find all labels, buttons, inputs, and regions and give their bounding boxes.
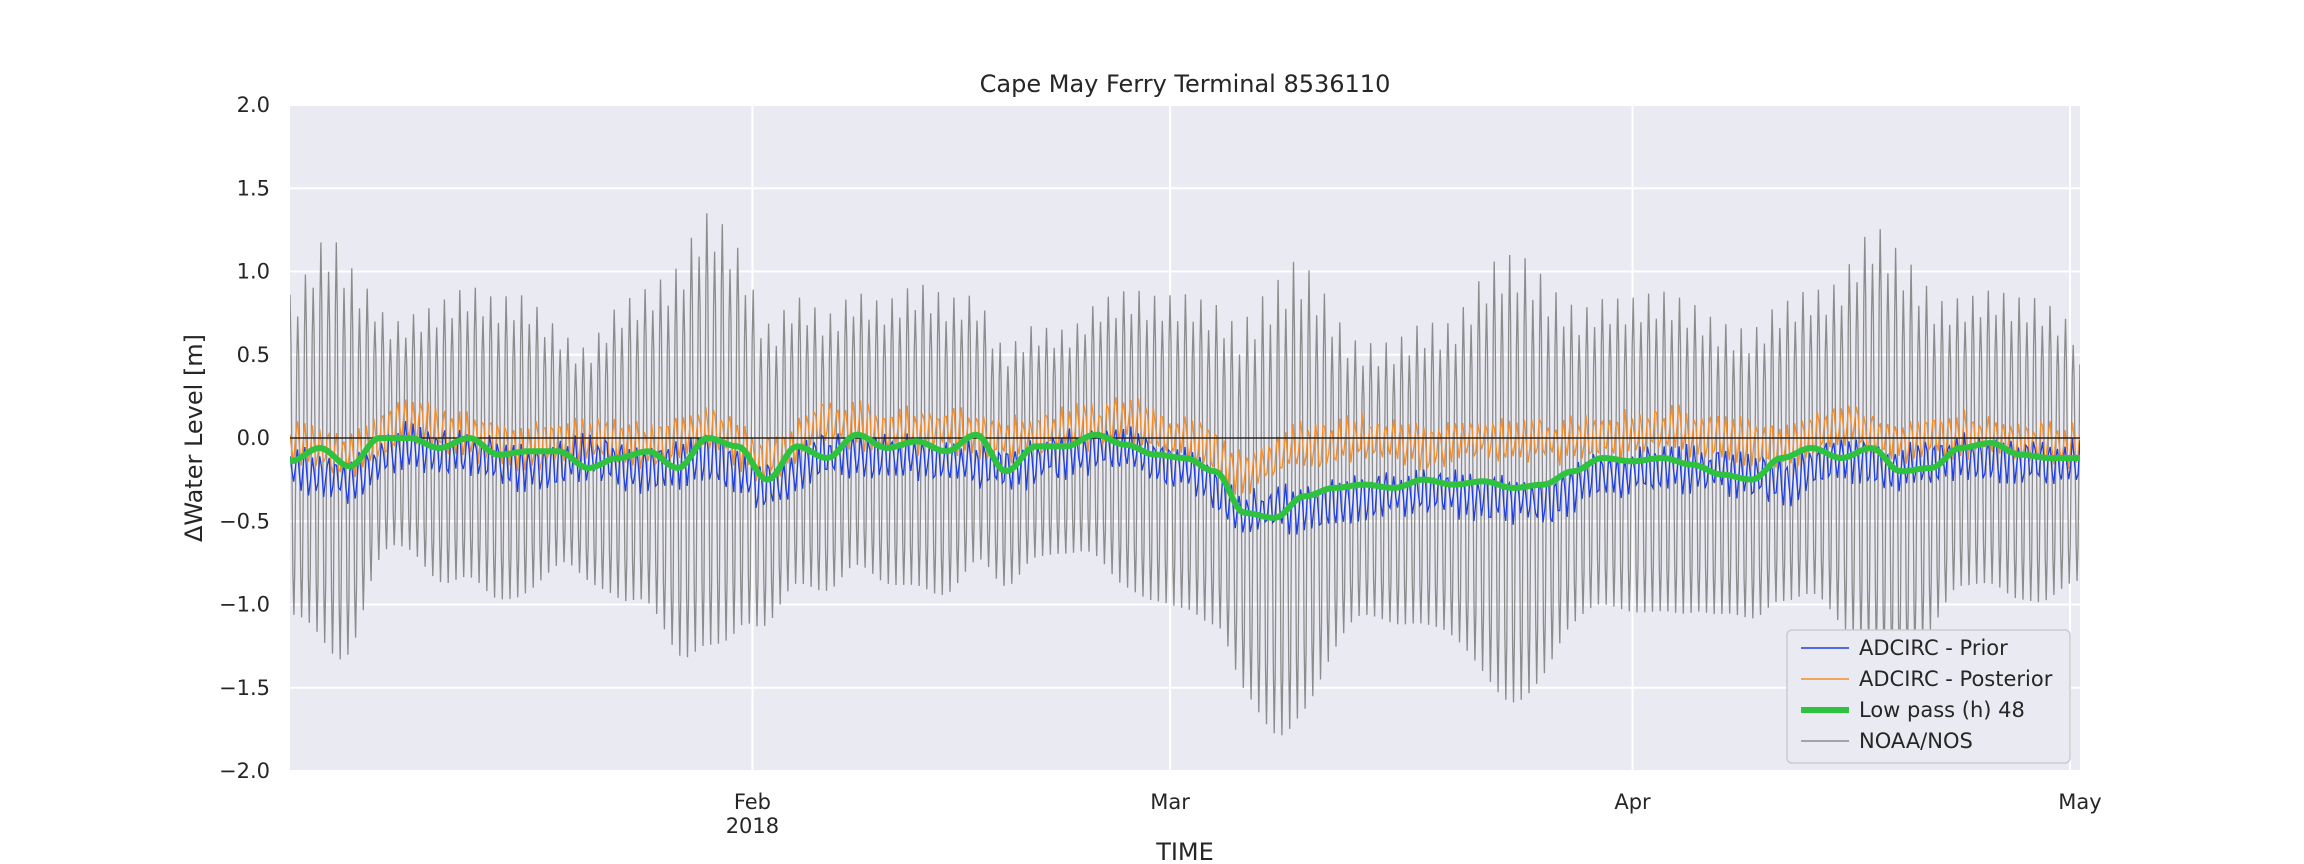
series-low-pass-line	[290, 431, 2080, 521]
x-tick-label: May	[2058, 790, 2101, 814]
x-tick-label: Feb	[734, 790, 771, 814]
y-axis-label: ΔWater Level [m]	[180, 334, 208, 542]
x-tick-label: Apr	[1614, 790, 1651, 814]
y-tick-label: 0.0	[237, 426, 270, 450]
y-tick-label: −2.0	[219, 759, 270, 783]
y-tick-label: −1.0	[219, 593, 270, 617]
legend: ADCIRC - Prior ADCIRC - Posterior Low pass…	[1786, 629, 2071, 764]
x-axis-label: TIME	[1155, 838, 1214, 864]
x-tick-label: Mar	[1150, 790, 1190, 814]
chart-title: Cape May Ferry Terminal 8536110	[980, 70, 1391, 98]
y-tick-label: −1.5	[219, 676, 270, 700]
legend-entry: ADCIRC - Posterior	[1859, 667, 2053, 691]
y-tick-label: 2.0	[237, 93, 270, 117]
legend-box	[1786, 629, 2071, 764]
series-noaa-nos-line	[290, 213, 2080, 736]
series-adcirc-posterior-line	[290, 397, 2080, 495]
x-tick-sublabel: 2018	[726, 814, 779, 838]
y-tick-label: −0.5	[219, 509, 270, 533]
y-tick-labels: −2.0 −1.5 −1.0 −0.5 0.0 0.5 1.0 1.5 2.0	[219, 93, 270, 783]
y-tick-label: 1.5	[237, 176, 270, 200]
y-tick-label: 0.5	[237, 343, 270, 367]
y-tick-label: 1.0	[237, 260, 270, 284]
legend-entry: ADCIRC - Prior	[1859, 636, 2008, 660]
legend-entry: Low pass (h) 48	[1859, 698, 2025, 722]
series-layer	[290, 213, 2080, 736]
legend-entry: NOAA/NOS	[1859, 729, 1973, 753]
